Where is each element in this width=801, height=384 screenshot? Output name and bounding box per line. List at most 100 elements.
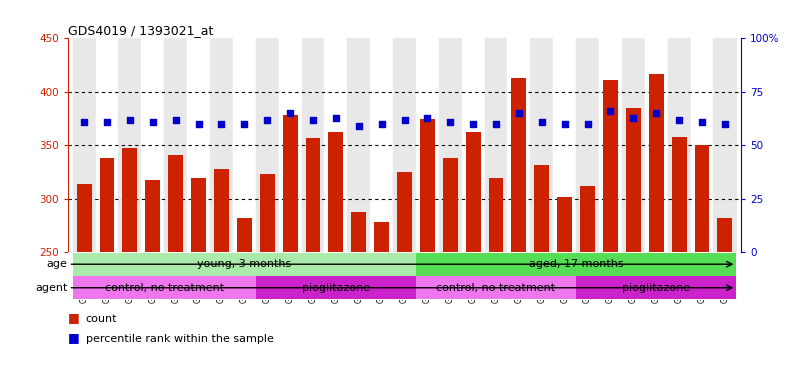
Point (169, 117, 182, 123)
Bar (191, 177, 206, 384)
Point (147, 119, 159, 125)
Point (352, 123, 365, 129)
Bar (718, 218, 732, 384)
Bar (694, 146, 710, 384)
Text: pioglitazone: pioglitazone (302, 283, 370, 293)
Point (513, 110, 525, 116)
Text: count: count (86, 314, 117, 324)
Bar (416, 253, 736, 275)
Point (467, 121, 480, 127)
Point (192, 121, 205, 127)
Bar (557, 197, 572, 384)
Bar (668, 38, 690, 252)
Point (261, 117, 274, 123)
Point (215, 121, 227, 127)
Bar (645, 38, 668, 252)
Text: percentile rank within the sample: percentile rank within the sample (86, 334, 274, 344)
Bar (416, 276, 576, 299)
Bar (576, 276, 736, 299)
Bar (99, 158, 115, 384)
Point (421, 114, 434, 121)
Text: ■: ■ (68, 311, 80, 324)
Bar (187, 38, 210, 252)
Bar (603, 80, 618, 384)
Bar (279, 38, 301, 252)
Bar (164, 38, 187, 252)
Bar (214, 169, 229, 384)
Bar (443, 158, 457, 384)
Bar (301, 38, 324, 252)
Bar (305, 138, 320, 384)
Bar (73, 276, 256, 299)
Bar (324, 38, 348, 252)
Bar (714, 38, 736, 252)
Bar (530, 38, 553, 252)
Bar (649, 74, 664, 384)
Point (307, 117, 320, 123)
Point (582, 121, 594, 127)
Bar (237, 218, 252, 384)
Bar (145, 180, 160, 384)
Point (489, 121, 502, 127)
Point (123, 117, 136, 123)
Bar (168, 155, 183, 384)
Bar (119, 38, 141, 252)
Bar (370, 38, 393, 252)
Bar (465, 131, 481, 384)
Text: ■: ■ (68, 331, 80, 344)
Text: young, 3 months: young, 3 months (197, 259, 292, 269)
Point (695, 119, 708, 125)
Bar (690, 38, 714, 252)
Bar (599, 38, 622, 252)
Bar (123, 147, 137, 384)
Point (78, 119, 91, 125)
Point (535, 119, 548, 125)
Point (604, 108, 617, 114)
Bar (283, 116, 297, 384)
Bar (416, 38, 439, 252)
Bar (352, 212, 366, 384)
Bar (233, 38, 256, 252)
Text: age: age (46, 259, 67, 269)
Bar (73, 38, 95, 252)
Bar (485, 38, 508, 252)
Bar (420, 119, 435, 384)
Bar (508, 38, 530, 252)
Bar (553, 38, 576, 252)
Text: control, no treatment: control, no treatment (437, 283, 556, 293)
Bar (489, 177, 504, 384)
Point (444, 119, 457, 125)
Bar (461, 38, 485, 252)
Point (558, 121, 571, 127)
Text: pioglitazone: pioglitazone (622, 283, 690, 293)
Bar (260, 174, 275, 384)
Text: control, no treatment: control, no treatment (105, 283, 223, 293)
Bar (348, 38, 370, 252)
Point (650, 110, 662, 116)
Bar (622, 38, 645, 252)
Bar (439, 38, 461, 252)
Bar (393, 38, 416, 252)
Bar (576, 38, 599, 252)
Bar (374, 222, 389, 384)
Point (718, 121, 731, 127)
Point (398, 117, 411, 123)
Point (627, 114, 640, 121)
Point (238, 121, 251, 127)
Point (329, 114, 342, 121)
Bar (626, 108, 641, 384)
Bar (141, 38, 164, 252)
Point (101, 119, 114, 125)
Bar (210, 38, 233, 252)
Bar (256, 38, 279, 252)
Bar (73, 253, 416, 275)
Text: aged, 17 months: aged, 17 months (529, 259, 623, 269)
Point (284, 110, 296, 116)
Text: agent: agent (35, 283, 67, 293)
Bar (256, 276, 416, 299)
Bar (397, 172, 412, 384)
Text: GDS4019 / 1393021_at: GDS4019 / 1393021_at (68, 24, 213, 37)
Bar (77, 184, 91, 384)
Point (673, 117, 686, 123)
Point (375, 121, 388, 127)
